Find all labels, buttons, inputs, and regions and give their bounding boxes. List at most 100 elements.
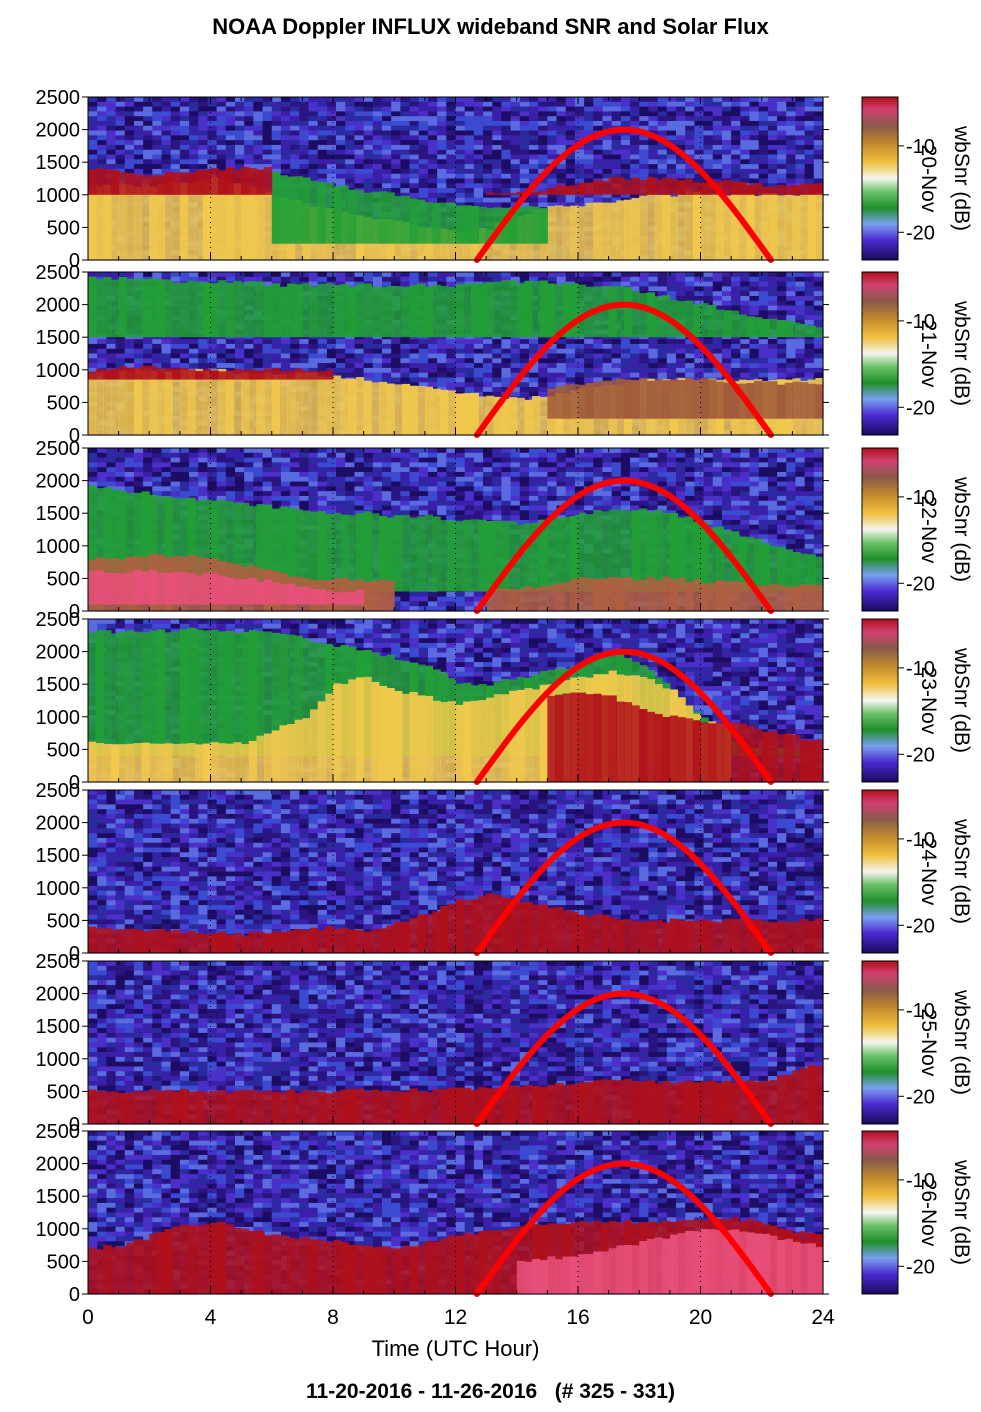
noise-cell [198, 135, 208, 140]
noise-cell [501, 111, 511, 116]
noise-cell [235, 150, 245, 155]
noise-cell [529, 121, 539, 126]
noise-cell [189, 363, 199, 368]
noise-cell [106, 339, 116, 344]
noise-cell [456, 349, 466, 354]
noise-cell [740, 107, 750, 112]
noise-cell [391, 164, 401, 169]
noise-cell [731, 116, 741, 121]
noise-cell [538, 121, 548, 126]
noise-cell [777, 174, 787, 179]
noise-cell [456, 179, 466, 184]
noise-cell [658, 121, 668, 126]
snr-cell [211, 168, 219, 195]
noise-cell [667, 126, 677, 131]
noise-cell [465, 174, 475, 179]
noise-cell [410, 97, 420, 102]
noise-cell [400, 277, 410, 282]
noise-cell [566, 159, 576, 164]
noise-cell [235, 111, 245, 116]
noise-cell [281, 169, 291, 174]
noise-cell [437, 363, 447, 368]
noise-cell [456, 344, 466, 349]
noise-cell [612, 358, 622, 363]
snr-cell [241, 167, 249, 195]
noise-cell [189, 150, 199, 155]
noise-cell [593, 140, 603, 145]
noise-cell [777, 164, 787, 169]
noise-cell [410, 179, 420, 184]
noise-cell [391, 145, 401, 150]
noise-cell [750, 131, 760, 136]
noise-cell [740, 164, 750, 169]
noise-cell [667, 131, 677, 136]
noise-cell [612, 145, 622, 150]
noise-cell [373, 164, 383, 169]
noise-cell [244, 111, 254, 116]
noise-cell [88, 102, 98, 107]
noise-cell [593, 174, 603, 179]
noise-cell [465, 97, 475, 102]
noise-cell [309, 349, 319, 354]
noise-cell [171, 135, 181, 140]
noise-cell [465, 272, 475, 277]
noise-cell [226, 145, 236, 150]
noise-cell [189, 159, 199, 164]
noise-cell [180, 339, 190, 344]
noise-cell [364, 368, 374, 373]
noise-cell [217, 344, 227, 349]
noise-cell [226, 155, 236, 160]
noise-cell [143, 349, 153, 354]
noise-cell [446, 363, 456, 368]
noise-cell [584, 111, 594, 116]
noise-cell [603, 349, 613, 354]
noise-cell [226, 339, 236, 344]
noise-cell [538, 377, 548, 382]
noise-cell [456, 193, 466, 198]
noise-cell [465, 188, 475, 193]
noise-cell [437, 179, 447, 184]
noise-cell [483, 102, 493, 107]
noise-cell [474, 382, 484, 387]
noise-cell [290, 97, 300, 102]
noise-cell [740, 121, 750, 126]
noise-cell [345, 131, 355, 136]
noise-cell [731, 150, 741, 155]
snr-cell [731, 182, 739, 195]
noise-cell [318, 339, 328, 344]
noise-cell [171, 272, 181, 277]
noise-cell [694, 126, 704, 131]
noise-cell [492, 126, 502, 131]
noise-cell [290, 111, 300, 116]
noise-cell [511, 179, 521, 184]
noise-cell [97, 102, 107, 107]
noise-cell [171, 155, 181, 160]
noise-cell [750, 174, 760, 179]
noise-cell [593, 159, 603, 164]
noise-cell [814, 121, 824, 126]
noise-cell [768, 107, 778, 112]
noise-cell [786, 179, 796, 184]
snr-cell [540, 208, 548, 244]
noise-cell [327, 159, 337, 164]
snr-cell [96, 186, 104, 260]
noise-cell [474, 135, 484, 140]
snr-cell [172, 172, 180, 194]
noise-cell [364, 145, 374, 150]
panel-21-Nov: 05001000150020002500-10-20wbSnr (dB)21-N… [36, 262, 974, 447]
noise-cell [410, 188, 420, 193]
noise-cell [621, 107, 631, 112]
noise-cell [106, 116, 116, 121]
noise-cell [290, 135, 300, 140]
noise-cell [309, 164, 319, 169]
noise-cell [162, 159, 172, 164]
noise-cell [253, 135, 263, 140]
snr-cell [318, 182, 326, 244]
snr-cell [785, 195, 793, 260]
snr-cell [739, 182, 747, 195]
noise-cell [336, 126, 346, 131]
noise-cell [382, 116, 392, 121]
noise-cell [134, 97, 144, 102]
noise-cell [593, 363, 603, 368]
noise-cell [410, 140, 420, 145]
